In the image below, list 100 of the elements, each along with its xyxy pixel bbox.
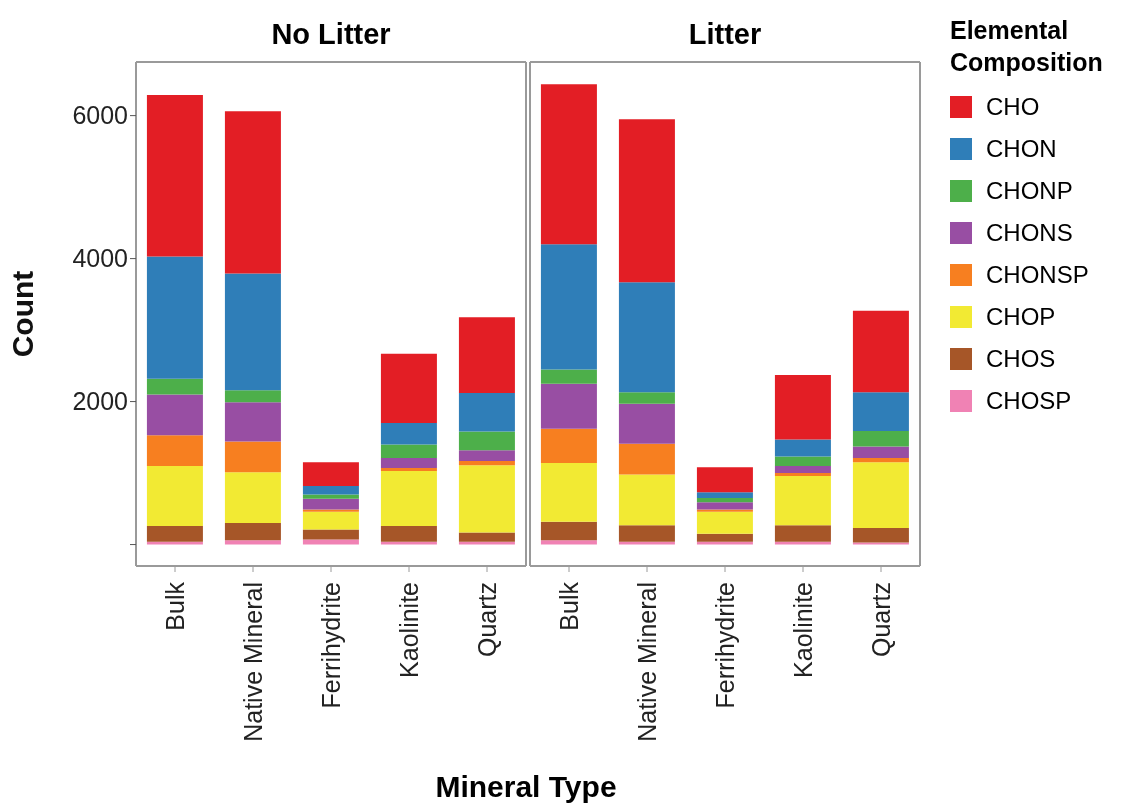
bar <box>774 375 831 440</box>
x-tick-label: Native Mineral <box>239 582 267 742</box>
bar <box>852 542 909 545</box>
legend-label: CHOS <box>986 345 1056 373</box>
bar <box>302 498 359 510</box>
bar <box>224 273 281 391</box>
bar <box>774 439 831 457</box>
bar <box>852 462 909 529</box>
bar <box>852 310 909 393</box>
bar <box>458 532 515 542</box>
bar <box>540 84 597 245</box>
bar <box>540 369 597 384</box>
x-tick-label: Quartz <box>473 582 501 658</box>
legend-label: CHONSP <box>986 261 1089 289</box>
bar <box>618 282 675 393</box>
bar <box>224 390 281 403</box>
bar <box>618 443 675 475</box>
bar <box>380 468 437 471</box>
bar <box>618 119 675 283</box>
bar <box>146 378 203 395</box>
bar <box>146 525 203 542</box>
bar <box>380 470 437 526</box>
bar <box>224 472 281 524</box>
x-axis-title: Mineral Type <box>434 770 618 804</box>
bar <box>774 465 831 474</box>
bar <box>618 525 675 542</box>
bar <box>540 428 597 464</box>
legend-label: CHONS <box>986 219 1073 247</box>
bar <box>696 502 753 510</box>
bar <box>380 444 437 459</box>
legend-title: Elemental Composition <box>950 15 1104 78</box>
bar <box>618 392 675 404</box>
bar <box>852 392 909 431</box>
bar <box>224 523 281 541</box>
bar <box>696 492 753 499</box>
bar <box>458 317 515 393</box>
bar <box>302 511 359 530</box>
bar <box>458 393 515 432</box>
bar <box>302 509 359 512</box>
bar <box>380 525 437 542</box>
bar <box>302 462 359 486</box>
bar <box>224 441 281 473</box>
x-tick-label: Ferrihydrite <box>317 582 345 709</box>
legend-label: CHO <box>986 93 1040 121</box>
bar <box>696 498 753 503</box>
bar <box>380 353 437 424</box>
bar <box>540 540 597 545</box>
bar <box>146 256 203 379</box>
bar <box>774 541 831 545</box>
bar <box>302 485 359 495</box>
bar <box>224 402 281 442</box>
bar <box>852 430 909 447</box>
bar <box>774 456 831 466</box>
bar <box>540 463 597 522</box>
bar <box>852 446 909 459</box>
x-tick-label: Quartz <box>867 582 895 658</box>
bar <box>146 394 203 436</box>
x-tick-label: Bulk <box>555 581 583 631</box>
bar <box>618 541 675 545</box>
bar <box>380 458 437 469</box>
bar <box>540 383 597 429</box>
bar <box>852 458 909 463</box>
bar <box>696 467 753 493</box>
bar <box>618 403 675 444</box>
x-tick-label: Bulk <box>161 581 189 631</box>
bar <box>774 475 831 526</box>
bar <box>458 431 515 451</box>
bar <box>696 533 753 542</box>
bar <box>302 539 359 545</box>
bar <box>146 465 203 526</box>
legend-label: CHOP <box>986 303 1056 331</box>
bar <box>774 473 831 476</box>
legend-label: CHOSP <box>986 387 1072 415</box>
legend-label: CHON <box>986 135 1057 163</box>
bar <box>696 541 753 545</box>
bar <box>146 435 203 466</box>
x-tick-label: Native Mineral <box>633 582 661 742</box>
x-tick-label: Kaolinite <box>395 582 423 678</box>
bar <box>618 474 675 526</box>
chart-title: Litter <box>687 17 763 52</box>
bar <box>224 111 281 274</box>
bar <box>540 521 597 541</box>
bar <box>458 465 515 533</box>
bar <box>540 244 597 370</box>
bar <box>380 423 437 445</box>
x-tick-label: Kaolinite <box>789 582 817 678</box>
bar <box>696 509 753 512</box>
bar <box>696 511 753 534</box>
bar <box>302 529 359 540</box>
bar <box>458 541 515 545</box>
bar <box>458 460 515 466</box>
bar <box>146 541 203 545</box>
chart-title: No Litter <box>270 17 392 52</box>
y-axis-title: Count <box>5 270 39 358</box>
x-tick-label: Ferrihydrite <box>711 582 739 709</box>
y-tick-label: 4000 <box>72 244 128 273</box>
bar <box>146 94 203 257</box>
bar <box>774 525 831 542</box>
bar <box>224 540 281 545</box>
bar <box>380 541 437 545</box>
